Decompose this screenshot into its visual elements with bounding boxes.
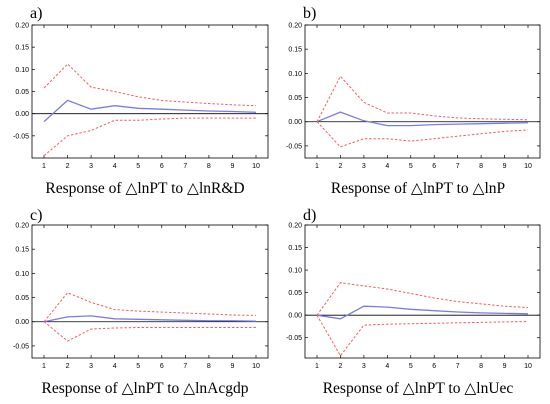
caption-a: Response of △lnPT to △lnR&D xyxy=(45,180,244,197)
plot-frame-a xyxy=(31,24,269,159)
x-tick-label: 3 xyxy=(362,363,366,370)
x-tick-label: 8 xyxy=(479,363,483,370)
series-line-lower-b xyxy=(316,121,529,148)
x-tick-label: 1 xyxy=(315,163,319,170)
y-tick-label: 0.05 xyxy=(288,290,302,297)
x-tick-label: 10 xyxy=(252,363,260,370)
panel-label-d: d) xyxy=(303,207,316,224)
series-line-response-d xyxy=(316,305,529,320)
x-tick-label: 3 xyxy=(89,163,93,170)
x-tick-label: 10 xyxy=(524,163,532,170)
x-tick-label: 4 xyxy=(385,163,389,170)
x-tick-label: 6 xyxy=(432,363,436,370)
panel-c: c) Response of △lnPT to △lnAcgdp 0.20 0.1… xyxy=(13,207,269,397)
series-line-lower-c xyxy=(43,321,256,342)
x-tick-label: 1 xyxy=(315,363,319,370)
y-tick-label: 0.00 xyxy=(288,313,302,320)
y-tick-label: 0.10 xyxy=(15,67,29,74)
series-line-upper-d xyxy=(316,282,529,316)
x-tick-label: 2 xyxy=(338,163,342,170)
y-tick-label: 0.10 xyxy=(15,271,29,278)
x-tick-label: 7 xyxy=(456,363,460,370)
y-tick-label: 0.00 xyxy=(288,119,302,126)
x-tick-label: 1 xyxy=(42,163,46,170)
x-tick-label: 5 xyxy=(409,363,413,370)
series-line-upper-b xyxy=(316,75,529,122)
x-tick-label: 9 xyxy=(503,163,507,170)
x-tick-label: 4 xyxy=(385,363,389,370)
y-tick-label: 0.05 xyxy=(15,89,29,96)
x-tick-label: 10 xyxy=(524,363,532,370)
x-tick-label: 8 xyxy=(479,163,483,170)
y-tick-label: 0.15 xyxy=(288,47,302,54)
x-tick-label: 9 xyxy=(230,363,234,370)
x-tick-label: 2 xyxy=(66,363,70,370)
plot-frame-c xyxy=(31,224,269,359)
y-tick-label: 0.20 xyxy=(15,223,29,230)
y-tick-label: 0.10 xyxy=(288,71,302,78)
x-tick-label: 2 xyxy=(338,363,342,370)
y-tick-label: -0.05 xyxy=(13,343,29,350)
x-tick-label: 4 xyxy=(113,163,117,170)
x-tick-label: 3 xyxy=(362,163,366,170)
x-tick-label: 6 xyxy=(160,163,164,170)
x-tick-label: 4 xyxy=(113,363,117,370)
y-tick-label: -0.05 xyxy=(286,143,302,150)
y-tick-label: 0.05 xyxy=(15,295,29,302)
x-tick-label: 6 xyxy=(160,363,164,370)
x-tick-label: 10 xyxy=(252,163,260,170)
series-line-upper-a xyxy=(43,63,257,107)
y-tick-label: 0.15 xyxy=(15,247,29,254)
y-tick-label: 0.15 xyxy=(15,45,29,52)
x-tick-label: 1 xyxy=(42,363,46,370)
x-tick-label: 7 xyxy=(183,363,187,370)
series-line-lower-a xyxy=(43,117,256,157)
x-tick-label: 8 xyxy=(207,363,211,370)
series-line-upper-c xyxy=(43,292,257,323)
caption-b: Response of △lnPT to △lnP xyxy=(331,180,505,197)
panel-label-b: b) xyxy=(303,5,316,22)
x-tick-label: 9 xyxy=(230,163,234,170)
y-tick-label: 0.15 xyxy=(288,245,302,252)
y-tick-label: 0.20 xyxy=(288,23,302,30)
x-tick-label: 5 xyxy=(409,163,413,170)
y-tick-label: -0.05 xyxy=(286,335,302,342)
panel-label-a: a) xyxy=(30,5,42,22)
series-line-response-a xyxy=(43,99,257,123)
x-tick-label: 3 xyxy=(89,363,93,370)
x-tick-label: 7 xyxy=(183,163,187,170)
x-tick-label: 5 xyxy=(136,163,140,170)
x-tick-label: 8 xyxy=(207,163,211,170)
y-tick-label: 0.20 xyxy=(15,23,29,30)
x-tick-label: 2 xyxy=(66,163,70,170)
plot-frame-d xyxy=(304,224,541,359)
series-line-lower-d xyxy=(316,314,529,357)
y-tick-label: 0.00 xyxy=(15,111,29,118)
x-tick-label: 9 xyxy=(503,363,507,370)
series-line-response-b xyxy=(316,111,529,127)
x-tick-label: 6 xyxy=(432,163,436,170)
panel-a: a) Response of △lnPT to △lnR&D 0.20 0.15 0… xyxy=(13,5,269,197)
y-tick-label: 0.20 xyxy=(288,223,302,230)
plot-frame-b xyxy=(304,24,541,159)
panel-label-c: c) xyxy=(30,207,42,224)
x-tick-label: 7 xyxy=(456,163,460,170)
y-tick-label: 0.10 xyxy=(288,268,302,275)
x-tick-label: 5 xyxy=(136,363,140,370)
caption-d: Response of △lnPT to △lnUec xyxy=(323,380,514,397)
caption-c: Response of △lnPT to △lnAcgdp xyxy=(42,380,249,397)
y-tick-label: 0.05 xyxy=(288,95,302,102)
y-tick-label: 0.00 xyxy=(15,319,29,326)
panel-b: b) Response of △lnPT to △lnP 0.20 0.15 0.1… xyxy=(286,5,541,197)
y-tick-label: -0.05 xyxy=(13,133,29,140)
series-line-response-c xyxy=(43,315,257,323)
panel-d: d) Response of △lnPT to △lnUec 0.20 0.15 0… xyxy=(286,207,541,397)
